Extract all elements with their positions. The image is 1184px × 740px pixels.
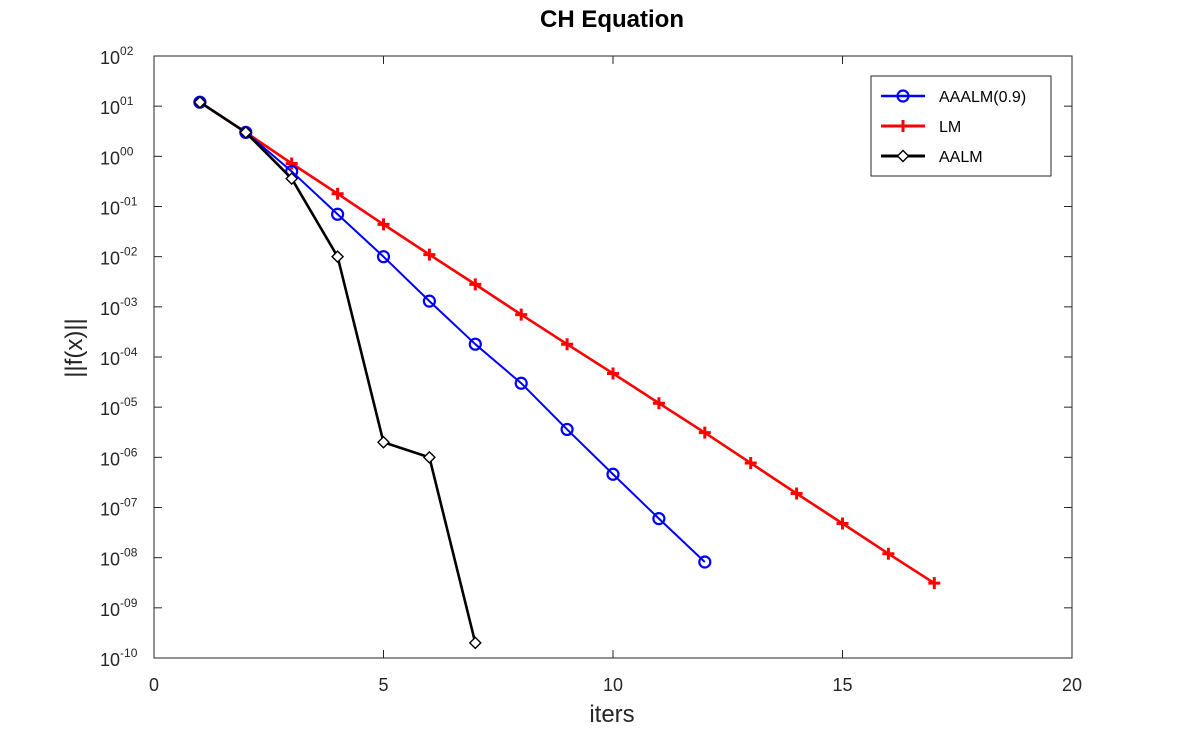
axis-ticks: 0 5 10 15 20 10-10 10-09 10-08 10-07 10-06 10-05 10…: [100, 44, 1082, 695]
data-point-aaalm-0-9: [468, 337, 482, 351]
legend-item-lm: LM: [881, 119, 961, 136]
y-tick-label: 10-02: [100, 245, 138, 269]
data-point-aalm: [377, 435, 390, 449]
y-tick-label: 10-05: [100, 395, 138, 419]
data-point-lm: [928, 577, 941, 590]
data-point-aalm: [331, 250, 345, 264]
data-point-lm: [469, 278, 482, 291]
data-point-aaalm-0-9: [698, 555, 712, 569]
legend-item-aaalm-0-9: AAALM(0.9): [881, 89, 1026, 106]
y-tick-label: 10-07: [100, 496, 138, 520]
x-tick-label: 5: [378, 675, 388, 695]
legend-label-aalm: AALM: [939, 149, 983, 166]
chart-title: CH Equation: [540, 6, 684, 33]
data-point-aalm: [422, 450, 436, 464]
data-point-lm: [515, 308, 528, 321]
y-tick-label: 10-03: [100, 295, 138, 319]
y-tick-label: 1000: [100, 144, 134, 168]
legend: AAALM(0.9) LM AALM: [870, 75, 1052, 177]
y-tick-label: 10-10: [100, 646, 138, 670]
data-point-aaalm-0-9: [422, 294, 436, 308]
data-point-lm: [561, 338, 574, 351]
data-point-lm: [652, 397, 665, 410]
y-tick-label: 1002: [100, 44, 134, 68]
data-point-aaalm-0-9: [331, 207, 345, 221]
legend-marker-aalm: [896, 149, 910, 163]
legend-item-aalm: AALM: [881, 149, 983, 166]
data-point-lm: [423, 248, 436, 261]
data-point-aaalm-0-9: [560, 422, 574, 437]
data-point-aaalm-0-9: [606, 467, 620, 481]
data-point-aalm: [239, 125, 253, 139]
data-point-lm: [744, 457, 757, 470]
data-point-lm: [331, 187, 344, 200]
data-point-aaalm-0-9: [652, 512, 666, 526]
data-point-aaalm-0-9: [376, 250, 391, 264]
y-tick-label: 10-09: [100, 596, 138, 620]
series-aaalm-0-9: [193, 95, 712, 569]
data-point-lm: [836, 517, 849, 530]
data-point-lm: [698, 426, 711, 439]
x-tick-label: 0: [149, 675, 159, 695]
x-axis-label: iters: [589, 701, 634, 728]
series-aalm: [193, 95, 482, 650]
data-point-aalm: [468, 636, 482, 650]
data-point-lm: [607, 367, 619, 380]
y-tick-label: 10-08: [100, 546, 138, 570]
data-point-aaalm-0-9: [514, 376, 528, 390]
y-tick-label: 10-01: [100, 195, 138, 219]
series-line-aaalm-0-9: [199, 101, 706, 563]
y-tick-label: 1001: [100, 94, 134, 118]
y-tick-label: 10-04: [100, 345, 138, 369]
legend-marker-aaalm-0-9: [896, 89, 910, 103]
x-tick-label: 20: [1062, 675, 1082, 695]
data-point-aalm: [285, 172, 299, 186]
legend-marker-lm: [897, 120, 909, 132]
legend-label-lm: LM: [939, 119, 961, 136]
x-tick-label: 15: [832, 675, 852, 695]
y-axis-label: ||f(x)||: [61, 318, 88, 378]
legend-label-aaalm-0-9: AAALM(0.9): [939, 89, 1026, 106]
data-point-lm: [882, 547, 895, 560]
y-tick-label: 10-06: [100, 445, 138, 469]
data-point-lm: [790, 487, 803, 500]
data-point-aalm: [193, 95, 207, 109]
x-tick-label: 10: [603, 675, 623, 695]
data-point-lm: [285, 157, 298, 170]
series-layer: [193, 95, 941, 650]
data-point-lm: [377, 218, 390, 231]
